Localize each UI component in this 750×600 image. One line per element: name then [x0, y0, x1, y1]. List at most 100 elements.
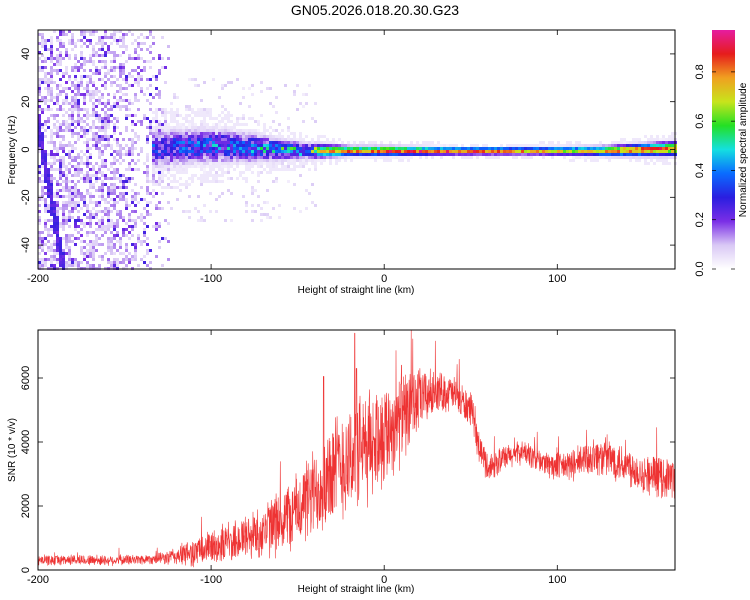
spectrogram-cell [164, 132, 167, 135]
spectrogram-cell [239, 135, 242, 138]
spectrogram-cell [104, 117, 107, 120]
spectrogram-cell [47, 183, 50, 186]
spectrogram-cell [296, 150, 299, 153]
spectrogram-cell [356, 156, 359, 159]
spectrogram-cell [56, 84, 59, 87]
spectrogram-cell [287, 144, 290, 147]
spectrogram-cell [134, 225, 137, 228]
spectrogram-cell [146, 153, 149, 156]
spectrogram-cell [86, 162, 89, 165]
spectrogram-cell [104, 54, 107, 57]
spectrogram-cell [89, 126, 92, 129]
spectrogram-cell [83, 135, 86, 138]
spectrogram-cell [416, 141, 419, 144]
spectrogram-cell [47, 126, 50, 129]
spectrogram-cell [239, 129, 242, 132]
spectrogram-cell [203, 120, 206, 123]
spectrogram-cell [68, 42, 71, 45]
spectrogram-cell [203, 126, 206, 129]
spectrogram-cell [110, 135, 113, 138]
spectrogram-cell [305, 141, 308, 144]
spectrogram-cell [155, 141, 158, 144]
spectrogram-cell [161, 165, 164, 168]
x-tick-label: 100 [548, 273, 566, 285]
spectrogram-cell [362, 156, 365, 159]
spectrogram-cell [275, 150, 278, 153]
spectrogram-cell [665, 144, 668, 147]
spectrogram-cell [254, 162, 257, 165]
spectrogram-cell [563, 147, 566, 150]
spectrogram-cell [41, 132, 44, 135]
spectrogram-cell [167, 135, 170, 138]
spectrogram-cell [155, 180, 158, 183]
spectrogram-cell [68, 141, 71, 144]
spectrogram-cell [65, 264, 68, 267]
spectrogram-cell [230, 126, 233, 129]
spectrogram-cell [305, 102, 308, 105]
spectrogram-cell [176, 180, 179, 183]
spectrogram-cell [107, 72, 110, 75]
spectrogram-cell [533, 147, 536, 150]
spectrogram-cell [44, 87, 47, 90]
spectrogram-cell [530, 150, 533, 153]
spectrogram-cell [155, 153, 158, 156]
spectrogram-cell [251, 93, 254, 96]
spectrogram-cell [254, 141, 257, 144]
spectrogram-cell [299, 135, 302, 138]
spectrogram-cell [194, 78, 197, 81]
spectrogram-x-label: Height of straight line (km) [298, 285, 415, 296]
spectrogram-cell [212, 147, 215, 150]
spectrogram-cell [242, 135, 245, 138]
spectrogram-cell [209, 210, 212, 213]
spectrogram-cell [98, 222, 101, 225]
spectrogram-cell [62, 75, 65, 78]
spectrogram-cell [446, 147, 449, 150]
spectrogram-cell [119, 246, 122, 249]
spectrogram-cell [218, 174, 221, 177]
spectrogram-cell [608, 159, 611, 162]
spectrogram-cell [623, 156, 626, 159]
spectrogram-cell [74, 258, 77, 261]
spectrogram-cell [71, 204, 74, 207]
spectrogram-cell [122, 216, 125, 219]
spectrogram-cell [572, 150, 575, 153]
spectrogram-cell [89, 216, 92, 219]
spectrogram-cell [188, 162, 191, 165]
spectrogram-cell [368, 147, 371, 150]
spectrogram-cell [323, 144, 326, 147]
spectrogram-cell [185, 153, 188, 156]
spectrogram-cell [386, 159, 389, 162]
spectrogram-cell [68, 171, 71, 174]
spectrogram-cell [95, 99, 98, 102]
spectrogram-cell [38, 78, 41, 81]
spectrogram-cell [230, 147, 233, 150]
spectrogram-cell [218, 168, 221, 171]
spectrogram-cell [113, 51, 116, 54]
spectrogram-cell [200, 150, 203, 153]
spectrogram-cell [290, 153, 293, 156]
spectrogram-cell [662, 162, 665, 165]
spectrogram-cell [92, 252, 95, 255]
spectrogram-cell [68, 264, 71, 267]
spectrogram-cell [218, 144, 221, 147]
spectrogram-cell [212, 132, 215, 135]
spectrogram-cell [278, 123, 281, 126]
spectrogram-cell [410, 153, 413, 156]
spectrogram-cell [248, 150, 251, 153]
spectrogram-cell [38, 105, 41, 108]
spectrogram-cell [59, 177, 62, 180]
spectrogram-cell [164, 129, 167, 132]
spectrogram-cell [98, 138, 101, 141]
spectrogram-cell [113, 36, 116, 39]
spectrogram-cell [119, 150, 122, 153]
spectrogram-cell [233, 135, 236, 138]
spectrogram-cell [80, 81, 83, 84]
spectrogram-cell [56, 180, 59, 183]
spectrogram-cell [155, 138, 158, 141]
spectrogram-cell [320, 150, 323, 153]
spectrogram-cell [161, 177, 164, 180]
spectrogram-cell [44, 156, 47, 159]
spectrogram-cell [185, 129, 188, 132]
spectrogram-cell [95, 210, 98, 213]
spectrogram-cell [98, 90, 101, 93]
